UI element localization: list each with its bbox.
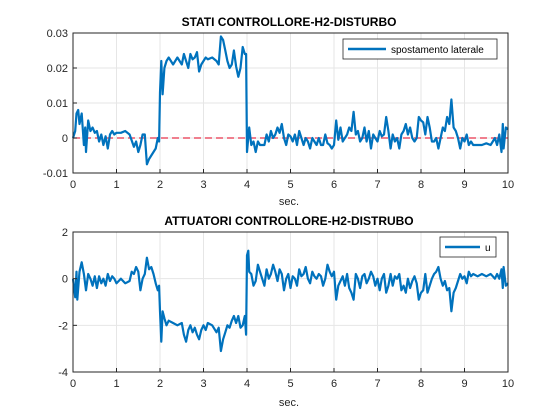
y-tick-label: 0.03: [47, 28, 68, 40]
series-layer: [71, 35, 509, 166]
x-tick-label: 1: [113, 378, 119, 390]
x-tick-label: 9: [461, 179, 467, 191]
x-axis-label: sec.: [279, 196, 299, 208]
chart-title: ATTUATORI CONTROLLORE-H2-DISTRUBO: [164, 214, 413, 228]
x-tick-label: 0: [70, 179, 76, 191]
y-tick-label: 0.01: [47, 98, 68, 110]
x-tick-label: 7: [374, 179, 380, 191]
x-tick-label: 3: [200, 378, 206, 390]
chart-title: STATI CONTROLLORE-H2-DISTURBO: [182, 15, 397, 29]
x-tick-label: 4: [244, 179, 250, 191]
x-tick-label: 6: [331, 378, 337, 390]
x-tick-label: 2: [157, 378, 163, 390]
legend-label-spostamento: spostamento laterale: [391, 45, 484, 56]
x-tick-label: 5: [287, 378, 293, 390]
x-tick-label: 6: [331, 179, 337, 191]
x-axis-label: sec.: [279, 397, 299, 409]
x-tick-label: 10: [502, 378, 514, 390]
legend: spostamento laterale: [342, 38, 498, 60]
y-tick-label: -4: [58, 367, 68, 379]
y-tick-label: 0: [62, 274, 68, 286]
series-line-0: [71, 35, 509, 166]
legend-label-u: u: [485, 243, 491, 254]
x-tick-label: 3: [200, 179, 206, 191]
chart-states: STATI CONTROLLORE-H2-DISTURBO 0 1 2 3 4 5 6 7 8 9…: [43, 15, 514, 208]
x-tick-label: 10: [502, 179, 514, 191]
y-tick-label: 0: [62, 133, 68, 145]
x-tick-label: 1: [113, 179, 119, 191]
y-tick-label: 2: [62, 227, 68, 239]
x-tick-label: 0: [70, 378, 76, 390]
x-tick-label: 8: [418, 179, 424, 191]
y-tick-label: 0.02: [47, 63, 68, 75]
x-tick-label: 4: [244, 378, 250, 390]
x-tick-label: 8: [418, 378, 424, 390]
x-tick-label: 7: [374, 378, 380, 390]
y-tick-label: -0.01: [43, 168, 68, 180]
x-tick-label: 5: [287, 179, 293, 191]
x-tick-label: 2: [157, 179, 163, 191]
series-line-0: [71, 249, 509, 353]
series-layer: [71, 249, 509, 353]
chart-actuators: ATTUATORI CONTROLLORE-H2-DISTRUBO 0 1 2 3 4 5…: [58, 214, 514, 409]
legend: u: [439, 236, 497, 258]
y-tick-label: -2: [58, 320, 68, 332]
tick-labels: 0 1 2 3 4 5 6 7 8 9 10 -4 -2 0 2: [58, 227, 514, 390]
x-tick-label: 9: [461, 378, 467, 390]
legend-box: [342, 38, 498, 60]
